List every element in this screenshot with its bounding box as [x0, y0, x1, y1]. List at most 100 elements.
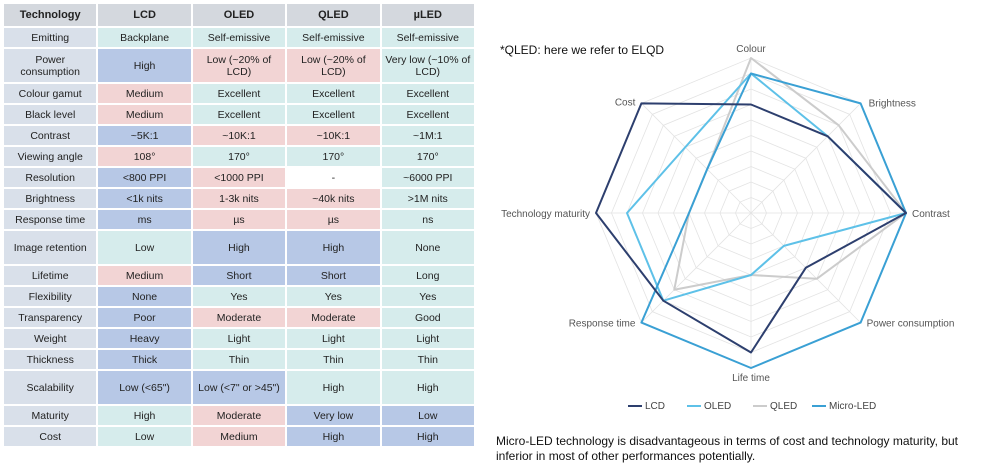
row-label: Maturity: [4, 406, 97, 425]
radar-legend: LCD OLED QLED Micro-LED: [628, 401, 876, 412]
table-row: Weight Heavy Light Light Light: [4, 329, 474, 348]
table-cell: ~1M:1: [381, 126, 474, 145]
table-cell: Low (<7" or >45"): [192, 371, 286, 404]
table-row: Power consumption High Low (~20% of LCD) Lo…: [4, 49, 474, 82]
row-label: Viewing angle: [4, 147, 97, 166]
grid-spoke: [641, 212, 752, 323]
table-row: Resolution <800 PPI <1000 PPI - ~6000 PPI: [4, 168, 474, 187]
table-cell: High: [381, 371, 474, 404]
table-cell: Excellent: [192, 84, 286, 103]
table-cell: High: [287, 371, 380, 404]
table-row: Response time ms µs µs ns: [4, 210, 474, 229]
header-4: µLED: [381, 4, 474, 26]
table-cell: Excellent: [381, 105, 474, 124]
table-cell: Yes: [192, 287, 286, 306]
row-label: Transparency: [4, 308, 97, 327]
table-cell: Medium: [192, 427, 286, 446]
table-cell: High: [98, 49, 191, 82]
table-cell: Heavy: [98, 329, 191, 348]
table-cell: Thin: [287, 350, 380, 369]
table-row: Cost Low Medium High High: [4, 427, 474, 446]
table-cell: Moderate: [287, 308, 380, 327]
table-cell: µs: [192, 210, 286, 229]
table-row: Transparency Poor Moderate Moderate Good: [4, 308, 474, 327]
row-label: Black level: [4, 105, 97, 124]
row-label: Emitting: [4, 28, 97, 47]
comparison-table: Technology LCD OLED QLED µLED Emitting Backpl…: [2, 2, 476, 448]
table-cell: Moderate: [192, 308, 286, 327]
table-cell: Medium: [98, 266, 191, 285]
radar-axis-labels: Colour Brightness Contrast Power consumptio…: [501, 44, 954, 384]
table-cell: Self-emissive: [192, 28, 286, 47]
table-cell: ms: [98, 210, 191, 229]
table-cell: Thin: [381, 350, 474, 369]
table-cell: Yes: [287, 287, 380, 306]
table-cell: ~10K:1: [192, 126, 286, 145]
table-cell: -: [287, 168, 380, 187]
qled-footnote: *QLED: here we refer to ELQD: [500, 43, 665, 57]
row-label: Response time: [4, 210, 97, 229]
table-cell: Short: [192, 266, 286, 285]
table-row: Emitting Backplane Self-emissive Self-emiss…: [4, 28, 474, 47]
grid-spoke: [641, 103, 752, 214]
legend-label: OLED: [704, 401, 731, 412]
header-technology: Technology: [4, 4, 97, 26]
table-cell: Excellent: [381, 84, 474, 103]
table-cell: Low (~20% of LCD): [192, 49, 286, 82]
table-cell: Excellent: [192, 105, 286, 124]
table-cell: High: [381, 427, 474, 446]
table-cell: ~10K:1: [287, 126, 380, 145]
axis-label: Contrast: [912, 209, 950, 220]
table-row: Image retention Low High High None: [4, 231, 474, 264]
table-cell: Backplane: [98, 28, 191, 47]
table-cell: 170°: [381, 147, 474, 166]
header-3: QLED: [287, 4, 380, 26]
legend-label: LCD: [645, 401, 665, 412]
table-cell: None: [381, 231, 474, 264]
table-cell: ~5K:1: [98, 126, 191, 145]
table-cell: <800 PPI: [98, 168, 191, 187]
row-label: Image retention: [4, 231, 97, 264]
table-cell: Short: [287, 266, 380, 285]
table-row: Flexibility None Yes Yes Yes: [4, 287, 474, 306]
table-cell: Excellent: [287, 105, 380, 124]
row-label: Scalability: [4, 371, 97, 404]
table-cell: High: [192, 231, 286, 264]
series-lcd: [595, 102, 907, 354]
table-cell: Yes: [381, 287, 474, 306]
table-cell: Moderate: [192, 406, 286, 425]
table-cell: 108°: [98, 147, 191, 166]
series-micro-led: [640, 72, 907, 369]
table-cell: Light: [287, 329, 380, 348]
table-cell: High: [98, 406, 191, 425]
row-label: Cost: [4, 427, 97, 446]
table-row: Brightness <1k nits 1-3k nits ~40k nits >1M …: [4, 189, 474, 208]
table-cell: ns: [381, 210, 474, 229]
header-2: OLED: [192, 4, 286, 26]
table-cell: Excellent: [287, 84, 380, 103]
table-cell: ~40k nits: [287, 189, 380, 208]
table-row: Thickness Thick Thin Thin Thin: [4, 350, 474, 369]
row-label: Brightness: [4, 189, 97, 208]
table-cell: Low: [98, 427, 191, 446]
table-cell: Good: [381, 308, 474, 327]
radar-chart: Colour Brightness Contrast Power consumptio…: [501, 44, 954, 412]
table-cell: ~6000 PPI: [381, 168, 474, 187]
row-label: Power consumption: [4, 49, 97, 82]
row-label: Weight: [4, 329, 97, 348]
table-row: Viewing angle 108° 170° 170° 170°: [4, 147, 474, 166]
table-row: Scalability Low (<65") Low (<7" or >45") Hi…: [4, 371, 474, 404]
table-cell: Thin: [192, 350, 286, 369]
row-label: Contrast: [4, 126, 97, 145]
table-cell: 1-3k nits: [192, 189, 286, 208]
table-row: Lifetime Medium Short Short Long: [4, 266, 474, 285]
row-label: Colour gamut: [4, 84, 97, 103]
table-cell: Long: [381, 266, 474, 285]
table-cell: None: [98, 287, 191, 306]
table-header-row: Technology LCD OLED QLED µLED: [4, 4, 474, 26]
table-cell: Low: [381, 406, 474, 425]
axis-label: Technology maturity: [501, 209, 590, 220]
table-row: Black level Medium Excellent Excellent Excel…: [4, 105, 474, 124]
table-cell: Low (<65"): [98, 371, 191, 404]
legend-label: QLED: [770, 401, 797, 412]
